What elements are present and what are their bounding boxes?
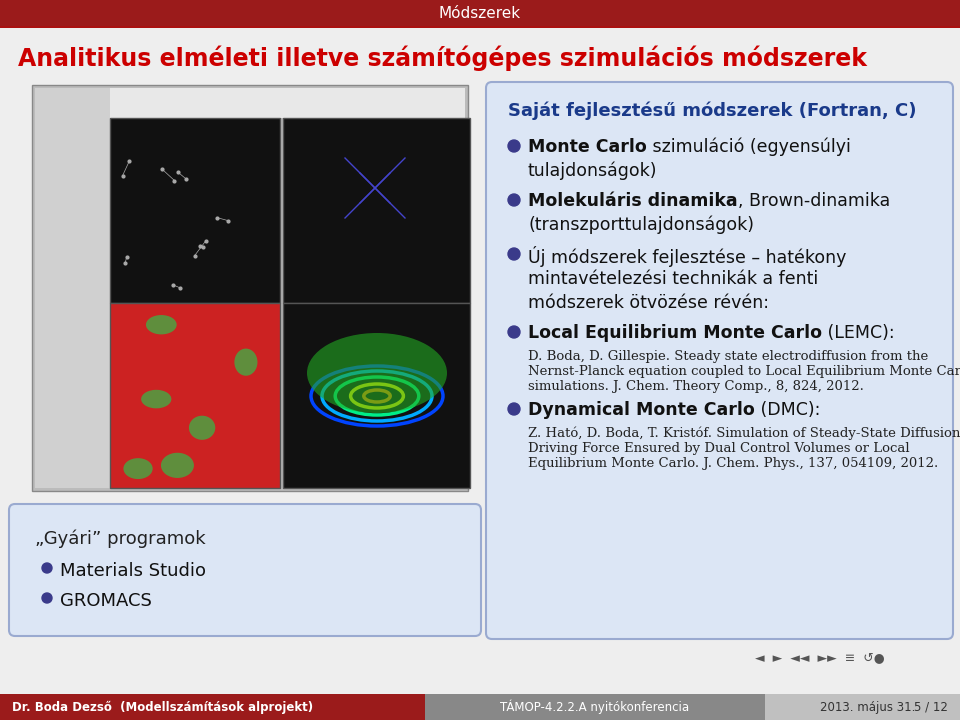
Text: (DMC):: (DMC): — [755, 401, 820, 419]
Ellipse shape — [146, 315, 177, 334]
Text: Dynamical Monte Carlo: Dynamical Monte Carlo — [528, 401, 755, 419]
Bar — [110, 308, 280, 348]
Bar — [765, 694, 960, 720]
Circle shape — [42, 563, 52, 573]
Text: 5 / 12: 5 / 12 — [914, 701, 948, 714]
Text: Materials Studio: Materials Studio — [60, 562, 206, 580]
Ellipse shape — [189, 415, 215, 440]
Bar — [110, 118, 280, 303]
Bar — [110, 88, 465, 118]
Text: Monte Carlo: Monte Carlo — [528, 138, 647, 156]
Text: Saját fejlesztésű módszerek (Fortran, C): Saját fejlesztésű módszerek (Fortran, C) — [508, 102, 917, 120]
Text: Equilibrium Monte Carlo. J. Chem. Phys., 137, 054109, 2012.: Equilibrium Monte Carlo. J. Chem. Phys.,… — [528, 457, 938, 470]
Text: D. Boda, D. Gillespie. Steady state electrodiffusion from the: D. Boda, D. Gillespie. Steady state elec… — [528, 350, 928, 363]
Ellipse shape — [307, 333, 447, 413]
Text: Dr. Boda Dezső  (Modellszámítások alprojekt): Dr. Boda Dezső (Modellszámítások alproje… — [12, 701, 313, 714]
Text: módszerek ötvözése révén:: módszerek ötvözése révén: — [528, 294, 769, 312]
Text: Analitikus elméleti illetve számítógépes szimulációs módszerek: Analitikus elméleti illetve számítógépes… — [18, 45, 867, 71]
Text: Módszerek: Módszerek — [439, 6, 521, 20]
Circle shape — [508, 140, 520, 152]
Text: ◄  ►  ◄◄  ►►  ≡  ↺●: ◄ ► ◄◄ ►► ≡ ↺● — [756, 652, 885, 665]
Ellipse shape — [141, 390, 172, 408]
Text: Driving Force Ensured by Dual Control Volumes or Local: Driving Force Ensured by Dual Control Vo… — [528, 442, 910, 455]
Text: Z. Ható, D. Boda, T. Kristóf. Simulation of Steady-State Diffusion:: Z. Ható, D. Boda, T. Kristóf. Simulation… — [528, 427, 960, 441]
Circle shape — [508, 194, 520, 206]
Text: (LEMC):: (LEMC): — [822, 324, 895, 342]
Ellipse shape — [234, 348, 257, 376]
Text: TÁMOP-4.2.2.A nyitókonferencia: TÁMOP-4.2.2.A nyitókonferencia — [500, 700, 689, 714]
Bar — [0, 26, 960, 28]
Text: Molekuláris dinamika: Molekuláris dinamika — [528, 192, 737, 210]
Bar — [283, 118, 470, 303]
Circle shape — [42, 593, 52, 603]
Circle shape — [508, 326, 520, 338]
FancyBboxPatch shape — [9, 504, 481, 636]
Text: (transzporttulajdonságok): (transzporttulajdonságok) — [528, 216, 754, 235]
Text: mintavételezési technikák a fenti: mintavételezési technikák a fenti — [528, 270, 818, 288]
Circle shape — [508, 248, 520, 260]
Text: simulations. J. Chem. Theory Comp., 8, 824, 2012.: simulations. J. Chem. Theory Comp., 8, 8… — [528, 380, 864, 393]
Bar — [35, 88, 110, 488]
Text: Új módszerek fejlesztése – hatékony: Új módszerek fejlesztése – hatékony — [528, 246, 847, 267]
Text: Local Equilibrium Monte Carlo: Local Equilibrium Monte Carlo — [528, 324, 822, 342]
Bar — [110, 303, 280, 488]
Ellipse shape — [161, 453, 194, 478]
Text: „Gyári” programok: „Gyári” programok — [35, 530, 205, 549]
Text: GROMACS: GROMACS — [60, 592, 152, 610]
FancyBboxPatch shape — [486, 82, 953, 639]
Bar — [32, 85, 468, 491]
Bar — [0, 0, 960, 26]
Text: 2013. május 31.: 2013. május 31. — [820, 701, 916, 714]
Bar — [0, 694, 425, 720]
Text: tulajdonságok): tulajdonságok) — [528, 162, 658, 181]
Circle shape — [508, 403, 520, 415]
Text: , Brown-dinamika: , Brown-dinamika — [737, 192, 890, 210]
Bar — [283, 303, 470, 488]
Text: szimuláció (egyensúlyi: szimuláció (egyensúlyi — [647, 138, 851, 156]
Bar — [425, 694, 765, 720]
Bar — [110, 353, 280, 473]
Text: Nernst-Planck equation coupled to Local Equilibrium Monte Carlo: Nernst-Planck equation coupled to Local … — [528, 365, 960, 378]
Ellipse shape — [124, 458, 153, 479]
